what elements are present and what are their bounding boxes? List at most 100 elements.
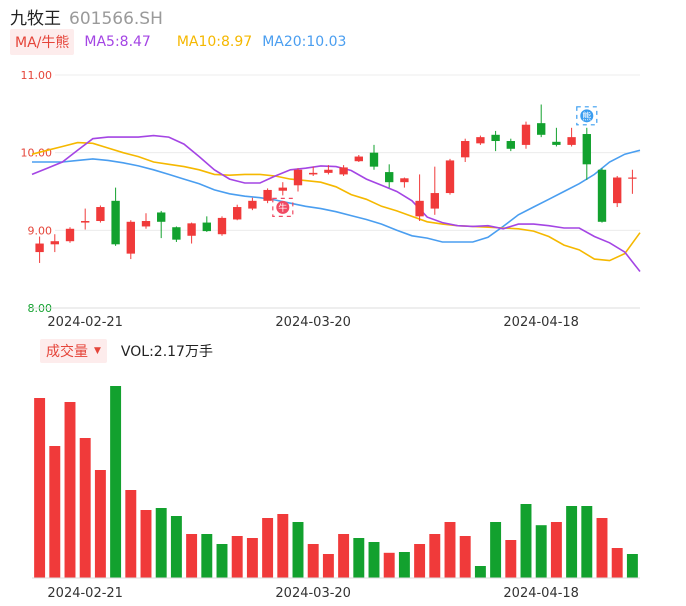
candle-body	[628, 177, 637, 179]
candle-body	[339, 167, 348, 175]
volume-bar	[125, 490, 137, 578]
volume-bar	[566, 506, 578, 578]
volume-bar	[307, 544, 319, 578]
volume-indicator-bar: 成交量 ▼ VOL:2.17万手	[40, 339, 213, 363]
candle-body	[430, 193, 439, 209]
dropdown-arrow-icon: ▼	[94, 346, 101, 356]
x-tick-label: 2024-04-18	[503, 315, 579, 330]
candle-body	[400, 178, 409, 183]
volume-bar	[322, 554, 334, 578]
volume-bar	[170, 516, 182, 578]
volume-indicator-tab[interactable]: 成交量 ▼	[40, 339, 107, 363]
x-tick-label: 2024-03-20	[275, 586, 351, 601]
volume-bar	[550, 522, 562, 578]
candle-body	[354, 156, 363, 162]
volume-bar	[429, 534, 441, 578]
candle-body	[96, 207, 105, 222]
volume-bar	[626, 554, 638, 578]
volume-bar	[49, 446, 61, 578]
candle-body	[187, 223, 196, 236]
y-tick-label: 11.00	[21, 69, 53, 82]
candle-body	[476, 137, 485, 144]
volume-bar	[94, 470, 106, 578]
volume-bar	[505, 540, 517, 578]
volume-bar	[79, 438, 91, 578]
volume-bar	[398, 552, 410, 578]
candle-body	[491, 134, 500, 142]
volume-bar	[414, 544, 426, 578]
candle-body	[65, 228, 75, 242]
candle-body	[567, 137, 576, 145]
candle-body	[278, 187, 287, 191]
ma5-line	[31, 134, 641, 272]
ma10-line	[31, 141, 641, 262]
volume-value: VOL:2.17万手	[120, 344, 213, 360]
candle-body	[141, 221, 151, 227]
candle-body	[233, 207, 242, 220]
badge-frame	[272, 197, 294, 217]
volume-bar	[246, 538, 258, 578]
volume-bar	[186, 534, 198, 578]
x-tick-label: 2024-03-20	[275, 315, 351, 330]
volume-tab-label: 成交量	[46, 344, 88, 360]
candle-body	[248, 200, 257, 209]
volume-bar	[292, 522, 304, 578]
volume-bar	[338, 534, 350, 578]
ma5-value: MA5:8.47	[84, 34, 151, 50]
candle-body	[613, 177, 622, 204]
candle-body	[385, 172, 394, 183]
volume-bar	[231, 536, 243, 578]
candle-body	[50, 241, 59, 245]
candle-body	[126, 221, 135, 254]
candle-body	[81, 221, 90, 223]
candle-body	[309, 172, 318, 175]
volume-bar	[34, 398, 46, 578]
candle-body	[263, 189, 272, 201]
volume-bar	[444, 522, 456, 578]
candle-body	[293, 169, 303, 186]
candle-body	[202, 222, 211, 232]
volume-bar	[459, 536, 471, 578]
badge-dot	[276, 200, 290, 214]
stock-name: 九牧王	[10, 9, 61, 29]
volume-bar	[611, 548, 623, 578]
volume-chart[interactable]: 2024-02-21 2024-03-20 2024-04-18	[0, 370, 686, 606]
volume-bar	[64, 402, 76, 578]
x-tick-label: 2024-04-18	[503, 586, 579, 601]
stock-code: 601566.SH	[69, 9, 163, 29]
candle-body	[369, 152, 379, 167]
candle-body	[597, 169, 607, 222]
candle-body	[217, 217, 227, 235]
badge-label: 牛	[278, 202, 287, 214]
volume-bar	[262, 518, 274, 578]
ma-indicator-bar: MA/牛熊 MA5:8.47 MA10:8.97 MA20:10.03	[10, 29, 347, 55]
bull-icon: 牛	[272, 197, 294, 217]
volume-bar	[490, 522, 502, 578]
ma20-line	[32, 149, 641, 243]
bear-icon: 熊	[576, 106, 598, 126]
candle-body	[415, 200, 424, 217]
x-tick-label: 2024-02-21	[47, 586, 123, 601]
volume-bar	[535, 525, 547, 578]
volume-bar	[216, 544, 228, 578]
badge-label: 熊	[582, 110, 591, 122]
stock-header: 九牧王 601566.SH	[10, 4, 163, 29]
candle-body	[506, 141, 515, 149]
candle-body	[324, 169, 333, 173]
badge-dot	[580, 109, 594, 123]
volume-bar	[368, 542, 380, 578]
ma20-value: MA20:10.03	[262, 34, 347, 50]
volume-bar	[110, 386, 122, 578]
candle-body	[445, 160, 455, 194]
badge-frame	[576, 106, 598, 126]
y-tick-label: 9.00	[28, 224, 53, 237]
volume-bar	[353, 538, 365, 578]
volume-bar	[140, 510, 152, 578]
ma-indicator-tab[interactable]: MA/牛熊	[10, 29, 75, 55]
candle-body	[157, 212, 166, 222]
ma10-value: MA10:8.97	[176, 34, 253, 50]
candle-body	[582, 134, 591, 165]
volume-bar	[383, 552, 395, 578]
candle-body	[552, 141, 561, 145]
